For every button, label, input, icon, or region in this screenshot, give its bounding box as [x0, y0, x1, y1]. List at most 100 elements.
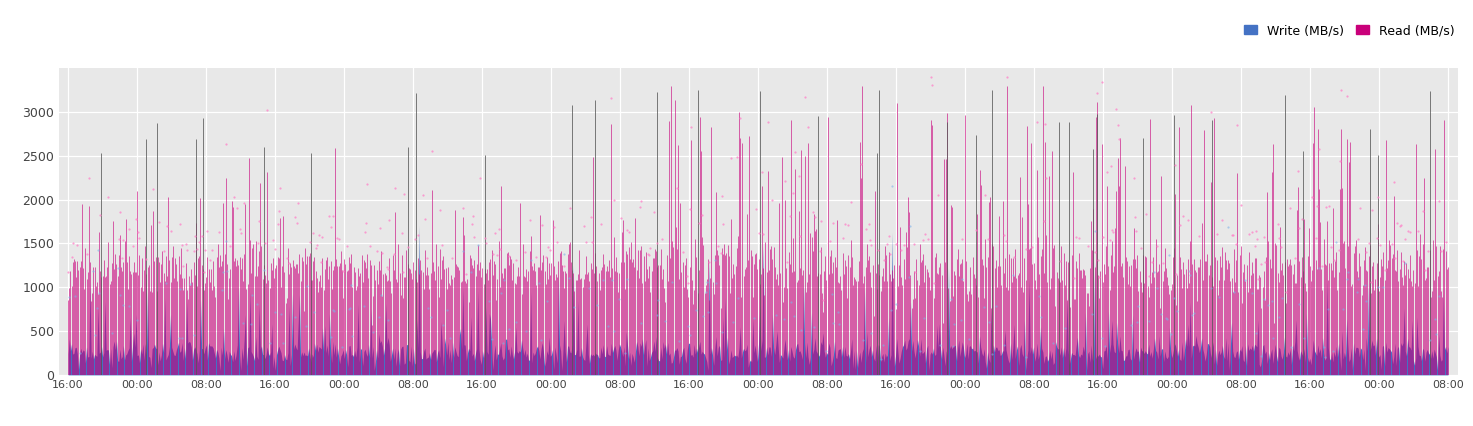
- Point: [1360, 279, 1383, 286]
- Point: [1427, 198, 1451, 204]
- Point: [1317, 305, 1340, 312]
- Point: [465, 242, 489, 248]
- Point: [1429, 247, 1452, 254]
- Point: [685, 307, 709, 314]
- Point: [1243, 243, 1267, 250]
- Point: [480, 335, 504, 342]
- Point: [1105, 105, 1128, 112]
- Point: [981, 351, 1005, 357]
- Point: [1199, 108, 1223, 115]
- Point: [286, 199, 309, 206]
- Point: [1034, 120, 1058, 127]
- Point: [694, 288, 717, 295]
- Point: [1427, 293, 1451, 300]
- Point: [679, 124, 703, 131]
- Point: [697, 308, 720, 315]
- Point: [271, 340, 295, 347]
- Point: [186, 246, 209, 253]
- Point: [1433, 238, 1457, 245]
- Point: [533, 253, 557, 260]
- Point: [1086, 256, 1109, 263]
- Point: [1140, 258, 1164, 265]
- Point: [382, 250, 405, 257]
- Point: [1304, 234, 1327, 241]
- Point: [275, 254, 299, 261]
- Point: [1097, 236, 1121, 243]
- Point: [233, 200, 256, 207]
- Point: [764, 311, 788, 318]
- Point: [411, 191, 435, 198]
- Point: [897, 273, 921, 280]
- Point: [377, 216, 401, 223]
- Point: [302, 309, 326, 316]
- Point: [1321, 347, 1345, 354]
- Point: [756, 118, 779, 125]
- Point: [941, 343, 965, 349]
- Point: [1357, 240, 1380, 247]
- Point: [1237, 231, 1261, 238]
- Point: [921, 81, 944, 88]
- Point: [108, 235, 131, 242]
- Point: [692, 313, 716, 320]
- Point: [1028, 314, 1052, 320]
- Point: [1329, 158, 1352, 164]
- Point: [529, 337, 552, 344]
- Point: [1181, 310, 1205, 317]
- Point: [1083, 249, 1106, 256]
- Point: [660, 279, 683, 286]
- Point: [1396, 228, 1420, 235]
- Point: [1187, 233, 1211, 239]
- Point: [518, 217, 542, 224]
- Point: [1087, 273, 1111, 280]
- Point: [642, 209, 666, 216]
- Point: [781, 190, 804, 197]
- Point: [1280, 343, 1304, 350]
- Point: [638, 252, 661, 259]
- Point: [1249, 260, 1273, 267]
- Point: [1013, 353, 1037, 360]
- Point: [1224, 241, 1248, 248]
- Point: [1155, 314, 1178, 321]
- Point: [1256, 302, 1280, 308]
- Point: [878, 250, 901, 257]
- Point: [1424, 331, 1448, 337]
- Point: [860, 329, 884, 336]
- Point: [695, 278, 719, 285]
- Point: [820, 291, 844, 298]
- Point: [1351, 325, 1374, 332]
- Point: [788, 233, 812, 239]
- Point: [331, 268, 355, 275]
- Point: [463, 233, 486, 240]
- Point: [187, 238, 211, 245]
- Point: [589, 221, 613, 227]
- Point: [367, 314, 390, 321]
- Point: [922, 279, 946, 286]
- Point: [572, 223, 595, 230]
- Point: [859, 236, 882, 243]
- Point: [1336, 268, 1360, 275]
- Point: [869, 356, 893, 363]
- Point: [486, 251, 510, 258]
- Point: [711, 220, 735, 227]
- Point: [218, 242, 242, 249]
- Point: [295, 322, 318, 329]
- Point: [451, 204, 474, 211]
- Point: [563, 304, 586, 311]
- Legend: Write (MB/s), Read (MB/s): Write (MB/s), Read (MB/s): [1239, 19, 1460, 42]
- Point: [527, 280, 551, 287]
- Point: [339, 305, 362, 312]
- Point: [318, 213, 342, 219]
- Point: [1150, 260, 1174, 267]
- Point: [650, 236, 673, 242]
- Point: [1270, 244, 1293, 251]
- Point: [530, 222, 554, 228]
- Point: [368, 225, 392, 232]
- Point: [1389, 222, 1413, 229]
- Point: [950, 275, 974, 282]
- Point: [1301, 194, 1324, 201]
- Point: [1335, 92, 1358, 99]
- Point: [321, 212, 345, 219]
- Point: [1233, 277, 1256, 284]
- Point: [171, 262, 194, 269]
- Point: [323, 308, 346, 315]
